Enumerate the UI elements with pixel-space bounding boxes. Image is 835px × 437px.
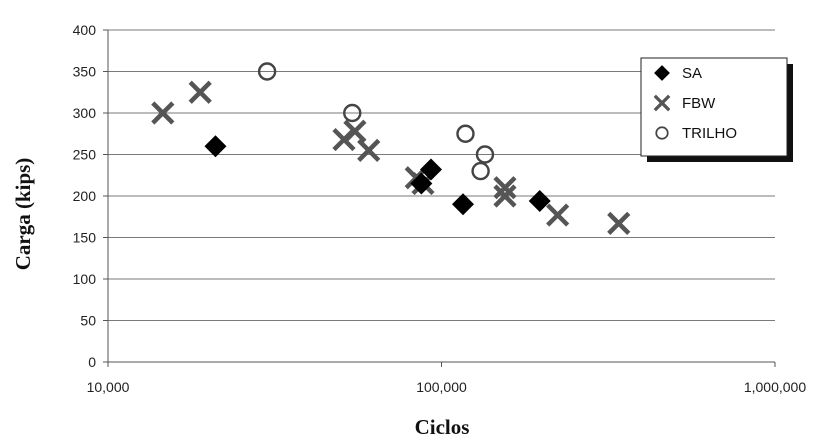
- point-trilho: [471, 161, 490, 181]
- x-tick-label: 10,000: [87, 379, 130, 395]
- point-trilho: [343, 103, 362, 123]
- y-tick-label: 300: [73, 105, 97, 121]
- point-sa: [410, 172, 433, 195]
- y-tick-labels: 0 50 100 150 200 250 300 350 400: [73, 22, 108, 370]
- y-tick-label: 250: [73, 147, 97, 163]
- x-axis-title: Ciclos: [415, 415, 470, 437]
- point-fbw: [151, 101, 175, 125]
- data-markers: [151, 62, 631, 235]
- y-tick-label: 150: [73, 230, 97, 246]
- point-trilho: [456, 124, 475, 143]
- x-tick-label: 100,000: [416, 379, 467, 395]
- x-tick-label: 1,000,000: [744, 379, 806, 395]
- point-sa: [204, 135, 227, 158]
- point-sa: [451, 193, 474, 216]
- point-fbw: [343, 119, 367, 143]
- x-tick-labels: 10,000 100,000 1,000,000: [87, 362, 806, 395]
- legend-marker-fbw: [653, 94, 671, 112]
- point-trilho: [257, 62, 277, 81]
- y-tick-label: 200: [73, 188, 97, 204]
- y-tick-label: 100: [73, 271, 97, 287]
- point-fbw: [493, 176, 517, 200]
- grid-lines: [108, 29, 775, 321]
- legend-label-fbw: FBW: [682, 95, 716, 112]
- point-fbw: [546, 203, 570, 227]
- point-fbw: [357, 138, 381, 162]
- legend: SA FBW TRILHO: [640, 57, 793, 162]
- y-tick-label: 0: [88, 354, 96, 370]
- legend-label-trilho: TRILHO: [682, 125, 737, 142]
- legend-marker-trilho: [655, 126, 669, 140]
- point-sa: [419, 158, 442, 181]
- y-tick-label: 400: [73, 22, 97, 38]
- legend-label-sa: SA: [682, 65, 702, 82]
- legend-marker-sa: [654, 65, 670, 81]
- y-tick-label: 50: [80, 313, 96, 329]
- point-fbw: [607, 211, 631, 235]
- y-tick-label: 350: [73, 64, 97, 80]
- point-fbw: [493, 184, 517, 208]
- point-fbw: [188, 80, 212, 104]
- point-trilho: [475, 145, 495, 164]
- point-sa: [528, 189, 551, 212]
- y-axis-title: Carga (kips): [11, 158, 35, 271]
